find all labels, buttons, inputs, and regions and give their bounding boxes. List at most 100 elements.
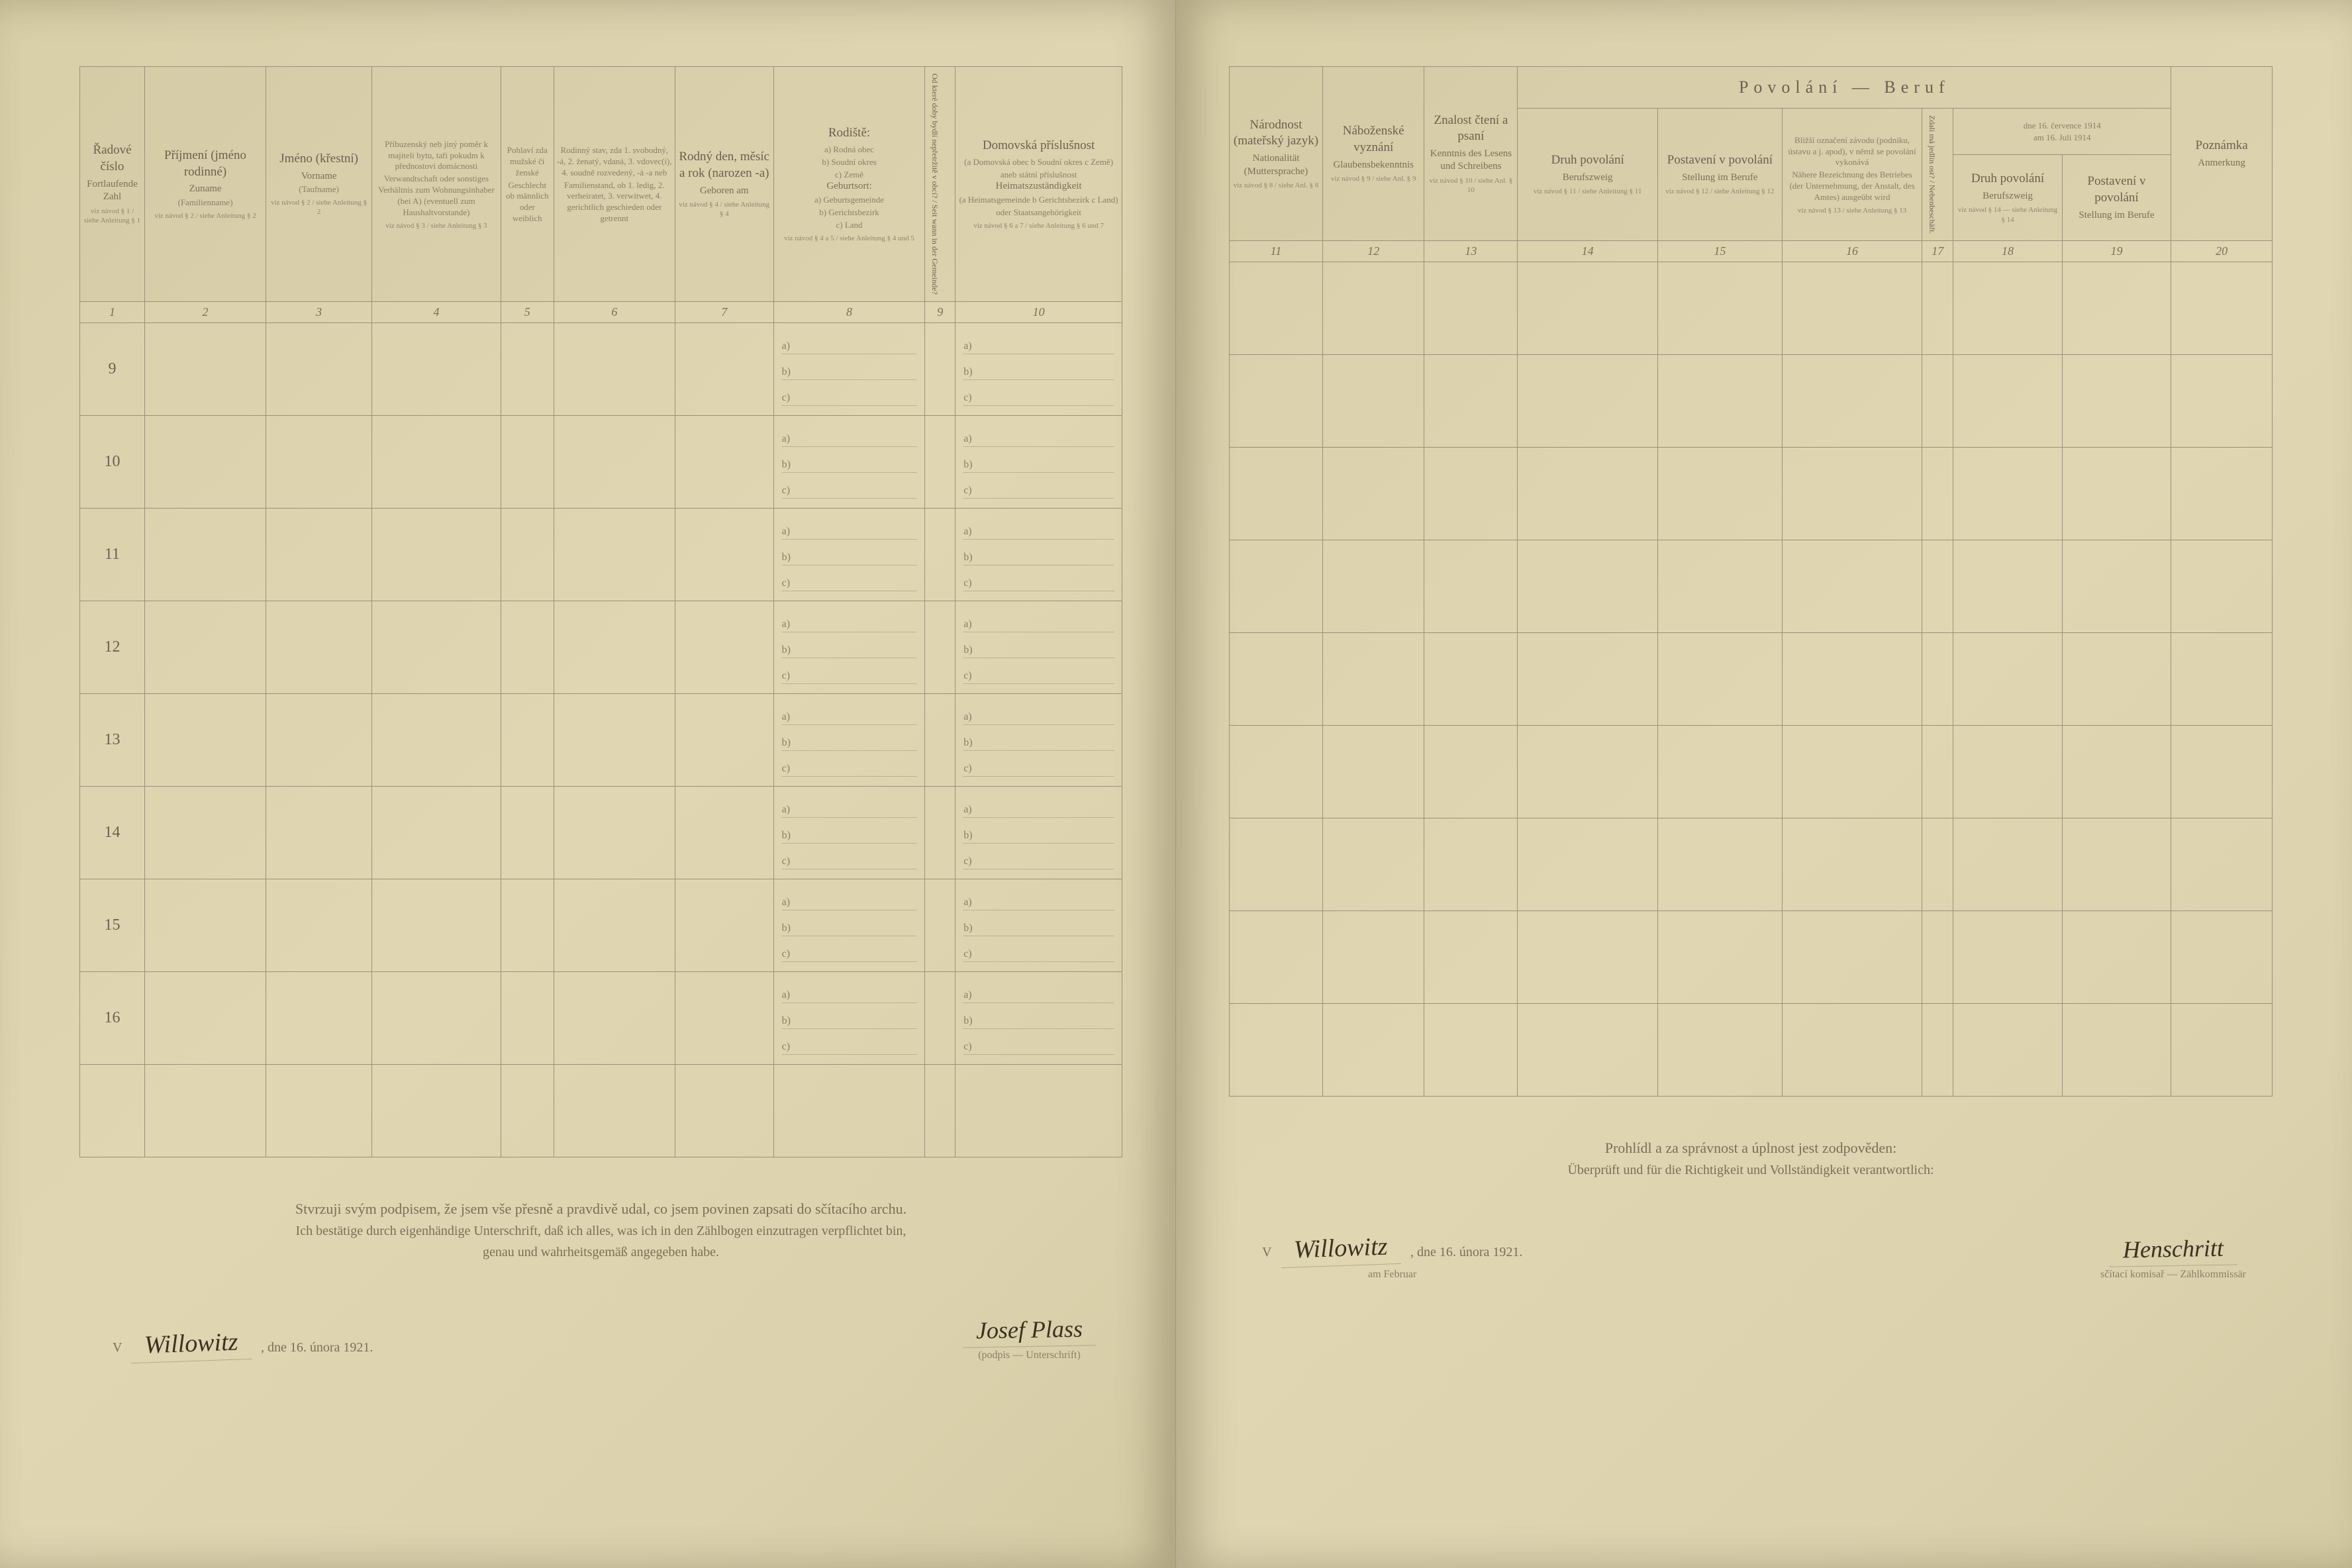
col4-cz: Příbuzenský neb jiný poměr k majiteli by…: [375, 139, 498, 173]
colnum-6: 6: [554, 301, 675, 322]
abc-line: b): [963, 552, 1114, 565]
table-cell: [1424, 726, 1518, 818]
colnum-3: 3: [266, 301, 372, 322]
table-row: 11a)b)c)a)b)c): [80, 508, 1122, 601]
col10-note: viz návod § 6 a 7 / siehe Anleitung § 6 …: [958, 221, 1119, 230]
abc-line: b): [963, 830, 1114, 844]
left-table-body: 9a)b)c)a)b)c)10a)b)c)a)b)c)11a)b)c)a)b)c…: [80, 322, 1122, 1157]
col13-de: Kenntnis des Lesens und Schreibens: [1427, 148, 1514, 173]
table-cell: [956, 1064, 1122, 1157]
right-table: Národnost (mateřský jazyk) Nationalität …: [1229, 66, 2273, 1097]
abc-line: c): [782, 1041, 917, 1055]
col5-de: Geschlecht ob männlich oder weiblich: [504, 180, 551, 225]
table-cell: a)b)c): [956, 693, 1122, 786]
table-cell: [1782, 818, 1922, 911]
table-cell: a)b)c): [956, 601, 1122, 693]
table-cell: [1922, 818, 1953, 911]
table-cell: [1518, 633, 1657, 726]
table-cell: [675, 786, 773, 879]
right-attest-l2: Überprüft und für die Richtigkeit und Vo…: [1229, 1159, 2273, 1181]
table-cell: [266, 693, 372, 786]
table-cell: [1922, 633, 1953, 726]
col7-de: Geboren am: [678, 185, 771, 198]
table-cell: [1657, 448, 1782, 540]
table-cell: [1922, 262, 1953, 355]
table-cell: [372, 415, 501, 508]
table-cell: [1424, 911, 1518, 1004]
table-cell: [675, 879, 773, 971]
col15-note: viz návod § 12 / siehe Anleitung § 12: [1661, 187, 1779, 196]
table-cell: [266, 322, 372, 415]
col16-note: viz návod § 13 / siehe Anleitung § 13: [1785, 206, 1919, 215]
table-cell: [1322, 726, 1424, 818]
left-name-block: Josef Plass (podpis — Unterschrift): [963, 1316, 1096, 1361]
table-cell: [1424, 1004, 1518, 1097]
right-signature: Henschritt: [2110, 1234, 2237, 1267]
col16-de: Nähere Bezeichnung des Betriebes (der Un…: [1785, 170, 1919, 203]
table-cell: [554, 508, 675, 601]
abc-line: b): [963, 366, 1114, 380]
table-cell: 10: [80, 415, 145, 508]
left-table: Řadové číslo Fortlaufende Zahl viz návod…: [79, 66, 1122, 1157]
right-place-block: V Willowitz , dne 16. února 1921. am Feb…: [1255, 1234, 1529, 1281]
left-signature: Josef Plass: [963, 1314, 1097, 1348]
table-cell: [144, 879, 266, 971]
table-cell: [1922, 911, 1953, 1004]
table-cell: [1230, 633, 1323, 726]
col14-cz: Druh povolání: [1520, 152, 1654, 169]
table-cell: [372, 322, 501, 415]
table-cell: [1953, 911, 2062, 1004]
table-cell: [501, 971, 554, 1064]
abc-line: c): [782, 670, 917, 684]
table-cell: [1424, 540, 1518, 633]
colnum-13: 13: [1424, 241, 1518, 262]
table-cell: [1953, 262, 2062, 355]
table-cell: [2171, 726, 2273, 818]
col11-note: viz návod § 8 / siehe Anl. § 8: [1232, 181, 1320, 190]
col1-header: Řadové číslo Fortlaufende Zahl viz návod…: [80, 67, 145, 302]
table-cell: [2171, 818, 2273, 911]
table-cell: [1922, 448, 1953, 540]
left-sig-caption: (podpis — Unterschrift): [963, 1349, 1096, 1361]
colnum-17: 17: [1922, 241, 1953, 262]
table-cell: [925, 1064, 956, 1157]
table-cell: [2171, 448, 2273, 540]
col10-de: Heimatszuständigkeit: [958, 180, 1119, 193]
col8-a3: c) Země: [777, 170, 922, 181]
colnum-16: 16: [1782, 241, 1922, 262]
abc-line: b): [782, 644, 917, 658]
col3-note: viz návod § 2 / siehe Anleitung § 2: [269, 198, 369, 217]
col6-de: Familienstand, ob 1. ledig, 2. verheirat…: [557, 180, 672, 225]
table-cell: [144, 508, 266, 601]
table-cell: [501, 1064, 554, 1157]
table-cell: a)b)c): [956, 786, 1122, 879]
col18-cz: Druh povolání: [1956, 171, 2059, 187]
table-cell: [1424, 633, 1518, 726]
colnum-12: 12: [1322, 241, 1424, 262]
abc-line: a): [782, 618, 917, 632]
table-cell: [1782, 726, 1922, 818]
table-cell: [675, 971, 773, 1064]
table-cell: a)b)c): [773, 415, 925, 508]
table-cell: [501, 601, 554, 693]
table-cell: [2171, 262, 2273, 355]
colnum-15: 15: [1657, 241, 1782, 262]
abc-line: c): [782, 856, 917, 869]
table-cell: [925, 971, 956, 1064]
left-attestation: Stvrzuji svým podpisem, že jsem vše přes…: [79, 1197, 1122, 1263]
table-cell: [1230, 262, 1323, 355]
table-cell: [1518, 262, 1657, 355]
colnum-1: 1: [80, 301, 145, 322]
table-cell: [1657, 633, 1782, 726]
table-cell: [372, 601, 501, 693]
left-signature-row: V Willowitz , dne 16. února 1921. Josef …: [79, 1316, 1122, 1361]
colnum-14: 14: [1518, 241, 1657, 262]
colnum-5: 5: [501, 301, 554, 322]
table-cell: [372, 786, 501, 879]
table-cell: [80, 1064, 145, 1157]
table-cell: [501, 415, 554, 508]
table-cell: [925, 508, 956, 601]
table-cell: [1322, 633, 1424, 726]
col11-cz: Národnost (mateřský jazyk): [1232, 117, 1320, 150]
colnum-10: 10: [956, 301, 1122, 322]
